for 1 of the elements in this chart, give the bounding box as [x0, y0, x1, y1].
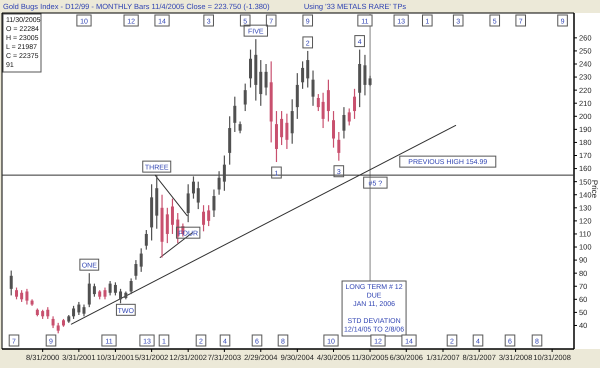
y-axis-title: Price — [590, 180, 599, 199]
